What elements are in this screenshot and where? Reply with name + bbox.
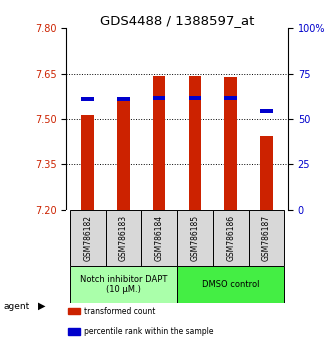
- Text: transformed count: transformed count: [84, 307, 155, 316]
- Bar: [117, 97, 130, 210]
- Bar: [189, 76, 201, 210]
- Bar: [70, 266, 177, 303]
- Bar: [141, 210, 177, 266]
- Text: Notch inhibitor DAPT
(10 μM.): Notch inhibitor DAPT (10 μM.): [80, 275, 167, 294]
- Bar: [69, 329, 79, 335]
- Bar: [81, 97, 94, 102]
- Text: GSM786182: GSM786182: [83, 215, 92, 261]
- Bar: [117, 97, 130, 102]
- Text: GSM786184: GSM786184: [155, 215, 164, 261]
- Text: GSM786185: GSM786185: [190, 215, 200, 261]
- Bar: [260, 109, 273, 113]
- Bar: [213, 210, 249, 266]
- Text: DMSO control: DMSO control: [202, 280, 260, 289]
- Bar: [249, 210, 284, 266]
- Text: percentile rank within the sample: percentile rank within the sample: [84, 327, 213, 336]
- Bar: [70, 210, 106, 266]
- Bar: [177, 210, 213, 266]
- Bar: [224, 77, 237, 210]
- Bar: [153, 76, 166, 210]
- Bar: [153, 96, 166, 100]
- Text: GSM786186: GSM786186: [226, 215, 235, 261]
- Text: GSM786187: GSM786187: [262, 215, 271, 261]
- Title: GDS4488 / 1388597_at: GDS4488 / 1388597_at: [100, 14, 254, 27]
- Bar: [260, 136, 273, 210]
- Text: GSM786183: GSM786183: [119, 215, 128, 261]
- Bar: [106, 210, 141, 266]
- Bar: [177, 266, 284, 303]
- Bar: [224, 96, 237, 100]
- Text: agent: agent: [3, 302, 29, 311]
- Bar: [81, 115, 94, 210]
- Bar: [69, 308, 79, 314]
- Bar: [189, 96, 201, 100]
- Text: ▶: ▶: [38, 301, 46, 311]
